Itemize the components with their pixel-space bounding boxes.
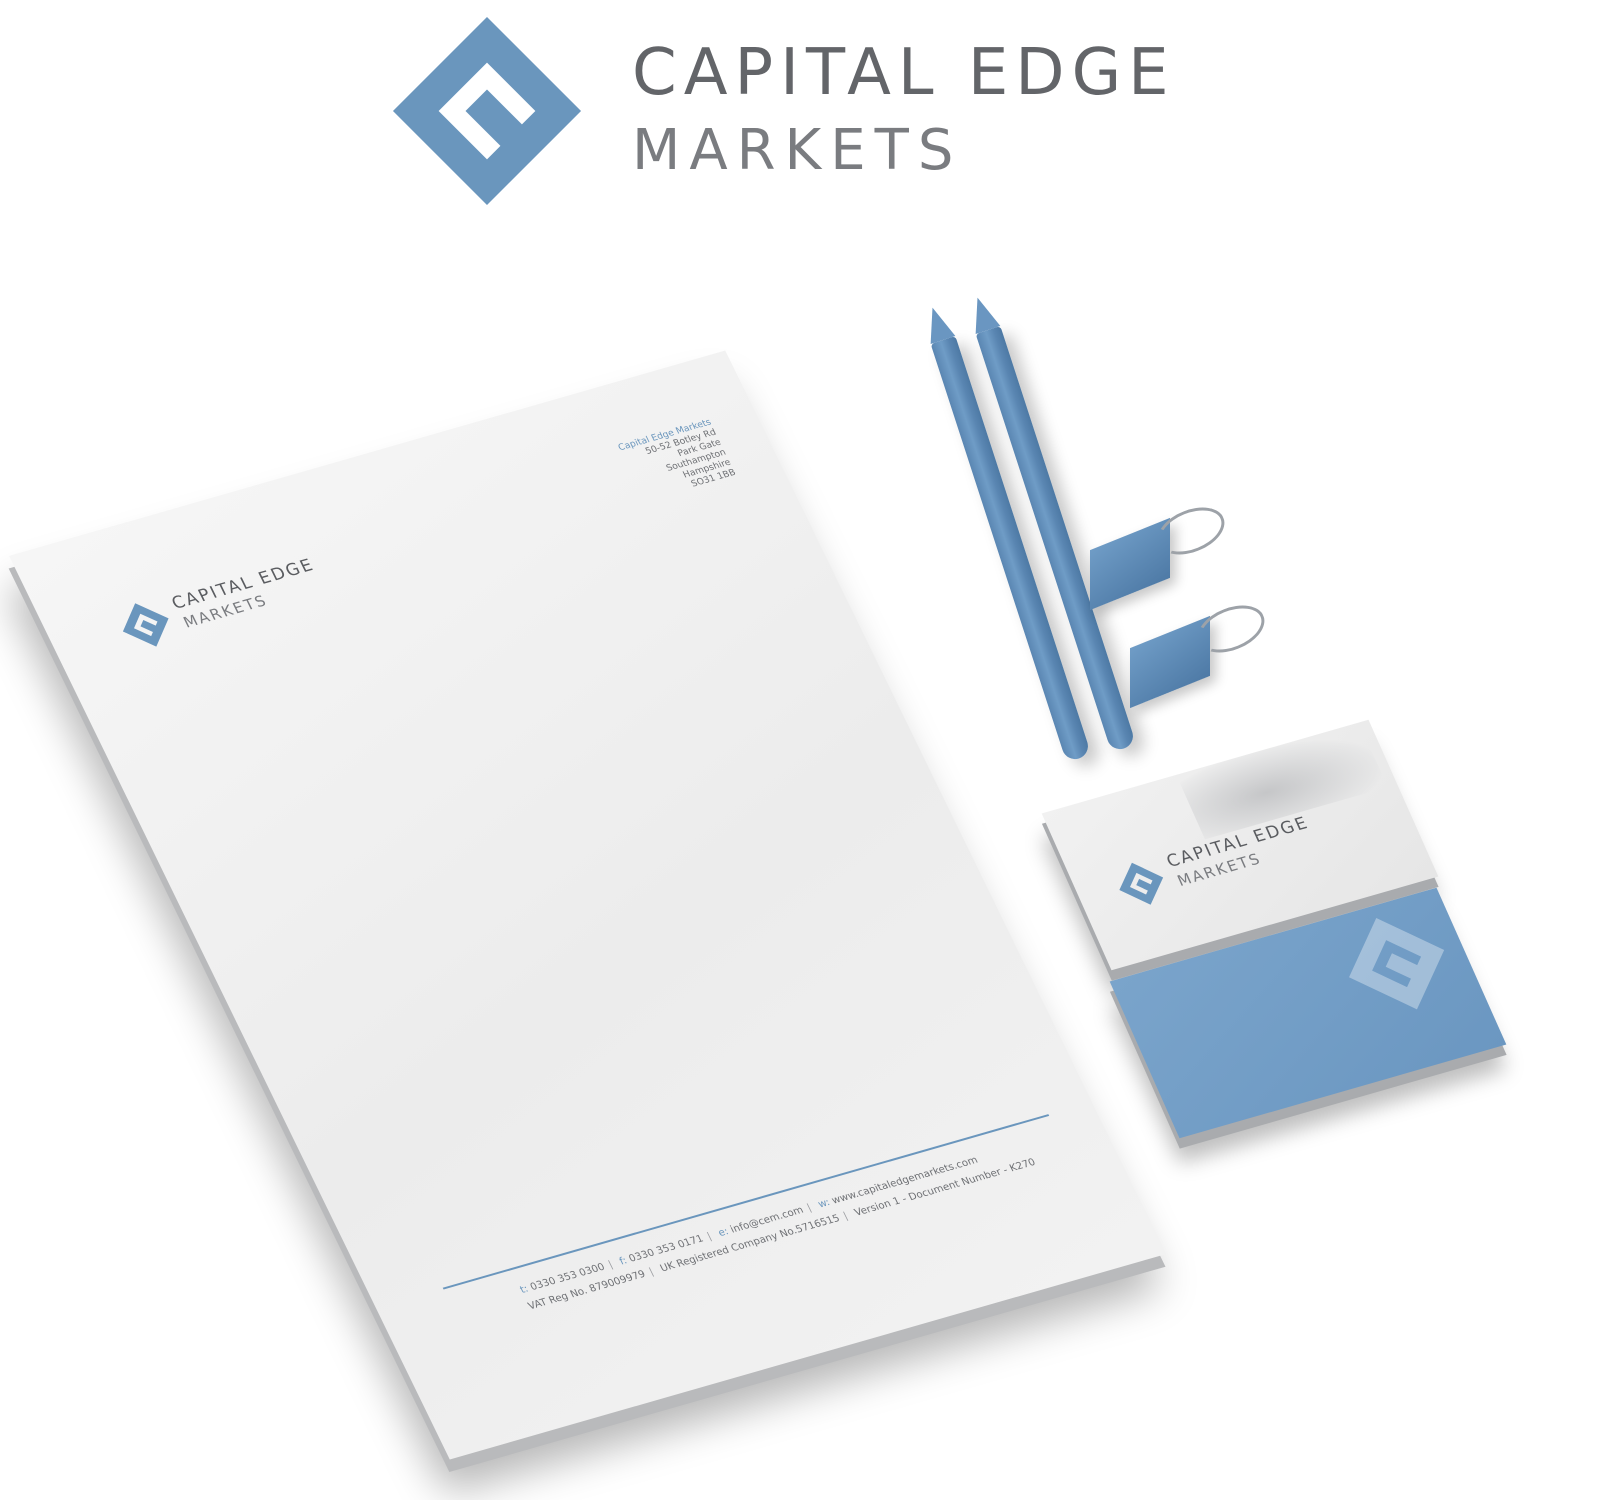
letterhead-footer: t: 0330 353 0300| f: 0330 353 0171| e: i… — [517, 1138, 1039, 1316]
letterhead-address: Capital Edge Markets 50-52 Botley Rd Par… — [617, 418, 738, 505]
capital-edge-diamond-icon — [1110, 856, 1173, 911]
footer-registration-line: VAT Reg No. 879009979| UK Registered Com… — [526, 1157, 1038, 1313]
brand-name-line1: CAPITAL EDGE — [632, 36, 1176, 110]
capital-edge-diamond-icon — [112, 596, 180, 653]
letterhead-footer-rule — [442, 1114, 1050, 1290]
binder-clip-icon — [1090, 498, 1232, 611]
capital-edge-diamond-icon — [392, 16, 582, 206]
binder-clip-icon — [1130, 596, 1272, 709]
footer-contact-line: t: 0330 353 0300| f: 0330 353 0171| e: i… — [518, 1154, 980, 1296]
brand-name-line2: MARKETS — [632, 118, 963, 183]
brand-logo: CAPITAL EDGE MARKETS — [0, 0, 1600, 230]
email-key: e: — [716, 1226, 731, 1240]
capital-edge-diamond-icon — [1328, 904, 1465, 1024]
web-key: w: — [816, 1197, 832, 1211]
fax-key: f: — [617, 1255, 630, 1268]
